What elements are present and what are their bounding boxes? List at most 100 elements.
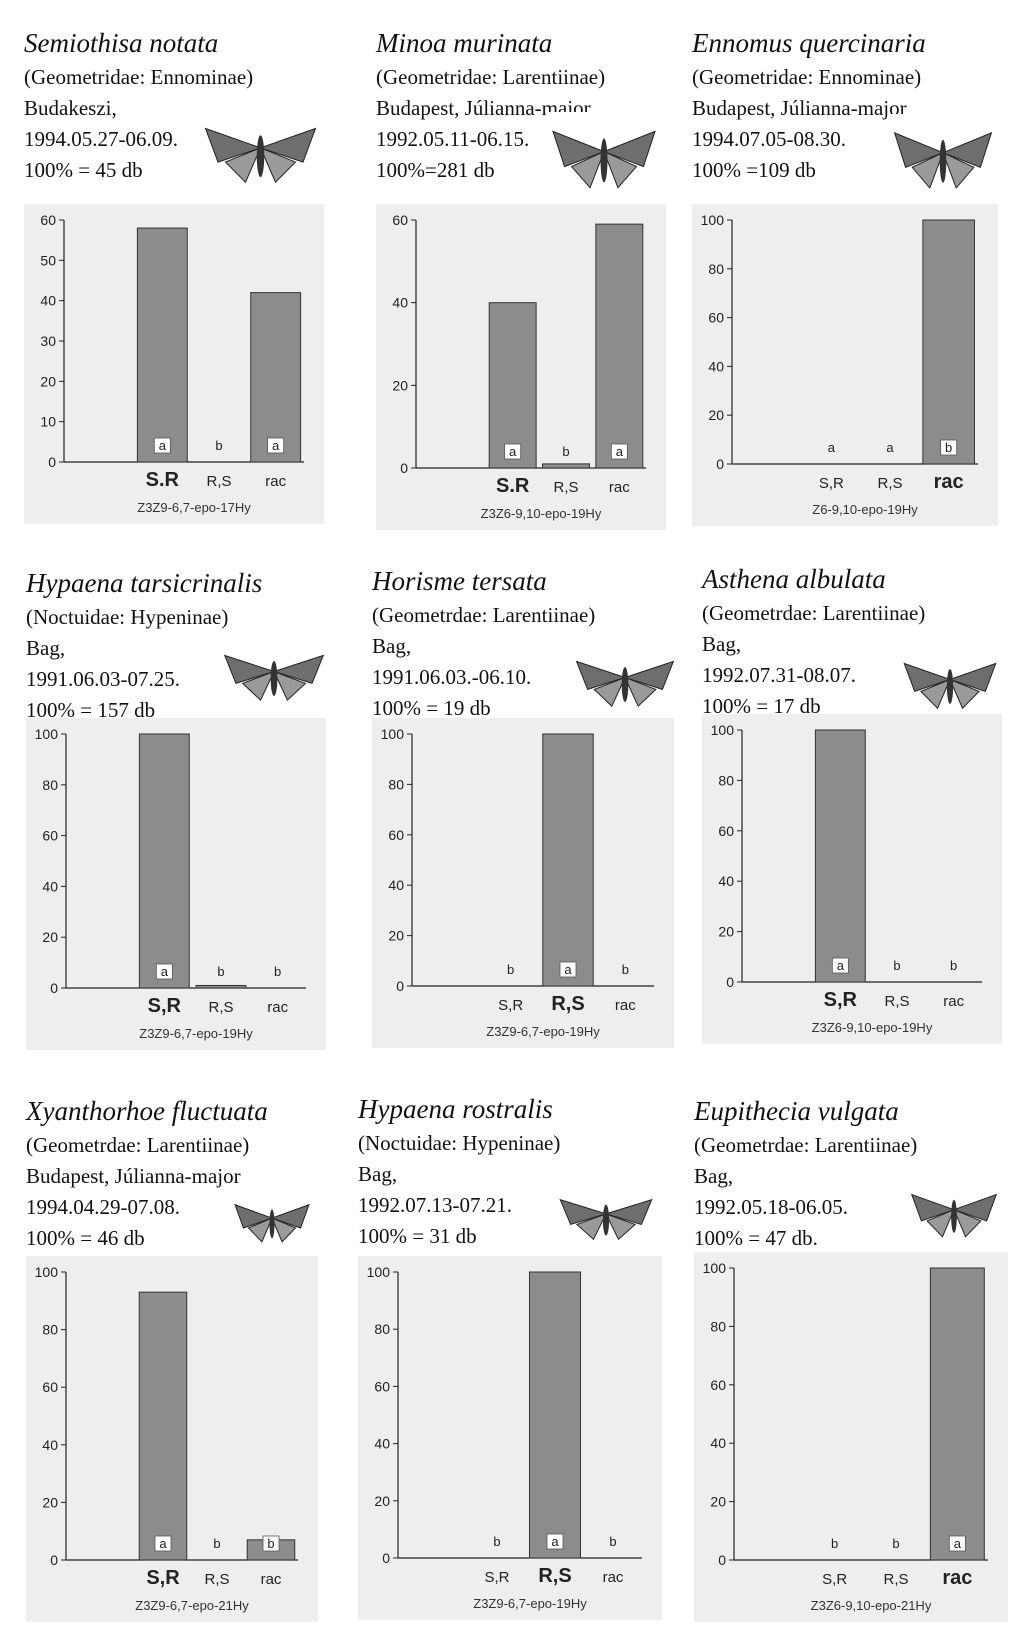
y-tick-label: 100	[701, 212, 725, 228]
y-tick-label: 0	[716, 456, 724, 472]
y-tick-label: 0	[50, 980, 58, 996]
y-tick-label: 0	[396, 978, 404, 994]
moth-wing-right	[952, 1193, 998, 1222]
significance-letter: b	[507, 962, 514, 977]
x-tick-label: rac	[267, 999, 288, 1016]
letter-box	[153, 437, 171, 454]
moth-hindwing-left	[911, 151, 944, 189]
y-tick-label: 80	[718, 772, 734, 788]
x-tick-label: R,S	[538, 1565, 571, 1587]
moth-body	[600, 138, 608, 183]
letter-box	[262, 1535, 280, 1552]
y-tick-label: 80	[42, 1322, 58, 1338]
x-tick-label: R,S	[883, 1571, 908, 1588]
chart-caption: Z3Z9-6,7-epo-19Hy	[139, 1026, 253, 1041]
moth-hindwing-left	[247, 1217, 273, 1243]
family-label: (Noctuidae: Hypeninae)	[26, 605, 229, 629]
y-tick-label: 100	[35, 1264, 59, 1280]
significance-letter: b	[950, 958, 957, 973]
moth-wing-right	[258, 127, 317, 163]
moth-hindwing-left	[224, 146, 262, 184]
moth-icon-drawing	[910, 1193, 998, 1238]
y-tick-label: 60	[374, 1378, 390, 1394]
chart-area: 0 20 40 60 80 100 b S,R a R,S b rac Z3Z9-6,7-epo-19H…	[358, 1256, 662, 1620]
significance-letter: b	[622, 962, 629, 977]
dates-label: 1991.06.03-07.25.	[26, 667, 180, 691]
letter-box	[155, 963, 173, 980]
moth-hindwing-right	[953, 1208, 982, 1238]
chart-area: 0 20 40 60 80 100 b S,R a R,S b rac Z3Z9-6,7-epo-19H…	[372, 718, 674, 1048]
moth-wing-right	[602, 130, 656, 168]
moth-wing-left	[575, 660, 627, 691]
bar-chart: 0 20 40 60 80 100 b S,R b R,S a rac Z3Z6-9,10-epo-21…	[703, 1260, 988, 1613]
y-tick-label: 40	[708, 358, 724, 374]
chart-area: 0 20 40 60 80 100 b S,R b R,S a rac Z3Z6-9,10-epo-21…	[694, 1252, 1008, 1622]
moth-icon	[906, 1180, 1002, 1246]
x-tick-label: rac	[609, 479, 630, 496]
bar-chart: 0 20 40 60 80 100 a S,R a R,S b rac Z6-9,10-epo-19Hy	[701, 212, 978, 517]
moth-wing-right	[948, 662, 997, 693]
moth-wing-left	[559, 1198, 608, 1226]
x-tick-label: rac	[615, 997, 636, 1014]
x-tick-label: S,R	[824, 989, 858, 1011]
y-tick-label: 20	[392, 377, 408, 393]
significance-letter: b	[892, 1536, 899, 1551]
moth-wing-left	[204, 127, 263, 163]
dates-label: 1994.07.05-08.30.	[692, 127, 846, 151]
panel-ennomus-quercinaria: Ennomus quercinaria (Geometridae: Ennomi…	[692, 28, 1022, 548]
dates-label: 1992.07.13-07.21.	[358, 1193, 512, 1217]
y-tick-label: 20	[42, 1494, 58, 1510]
panel-xyanthorhoe-fluctuata: Xyanthorhoe fluctuata (Geometrdae: Laren…	[26, 1096, 356, 1622]
moth-hindwing-right	[603, 150, 638, 189]
y-tick-label: 10	[40, 414, 56, 430]
bar	[138, 733, 190, 989]
moth-icon-drawing	[575, 660, 675, 708]
y-tick-label: 20	[40, 373, 56, 389]
significance-letter: a	[616, 444, 624, 459]
panel-horisme-tersata: Horisme tersata (Geometrdae: Larentiinae…	[372, 566, 702, 1086]
moth-wing-left	[552, 130, 606, 168]
dates-label: 1992.05.18-06.05.	[694, 1195, 848, 1219]
x-tick-label: S,R	[146, 1567, 180, 1589]
y-tick-label: 80	[42, 777, 58, 793]
moth-icon	[888, 114, 998, 200]
x-tick-label: R,S	[204, 1571, 229, 1588]
moth-body	[621, 667, 629, 702]
moth-hindwing-right	[271, 1217, 297, 1243]
family-label: (Geometrdae: Larentiinae)	[702, 601, 926, 625]
total-label: 100% = 47 db.	[694, 1226, 818, 1250]
x-tick-label: S.R	[146, 469, 180, 491]
x-tick-label: S.R	[496, 475, 530, 497]
y-tick-label: 60	[388, 827, 404, 843]
moth-icon-drawing	[552, 130, 656, 189]
x-tick-label: rac	[261, 1571, 282, 1588]
y-tick-label: 0	[726, 974, 734, 990]
moth-icon-drawing	[234, 1203, 310, 1243]
letter-box	[267, 437, 285, 454]
species-info: (Geometridae: Larentiinae) Budapest, Júl…	[376, 62, 605, 186]
chart-caption: Z3Z6-9,10-epo-19Hy	[481, 506, 602, 521]
bar	[138, 1291, 188, 1561]
x-tick-label: S,R	[819, 475, 844, 492]
letter-box	[154, 1535, 172, 1552]
significance-letter: a	[564, 962, 572, 977]
y-tick-label: 40	[392, 295, 408, 311]
significance-letter: b	[274, 964, 281, 979]
moth-body	[602, 1204, 610, 1236]
moth-icon-drawing	[893, 132, 993, 189]
y-tick-label: 100	[367, 1264, 391, 1280]
moth-wing-right	[623, 660, 675, 691]
bar-chart: 0 20 40 60 80 100 a S,R b R,S b rac Z3Z6-9,10-epo-19…	[711, 722, 982, 1035]
y-tick-label: 0	[48, 454, 56, 470]
moth-icon	[198, 110, 323, 194]
moth-icon-drawing	[903, 662, 997, 710]
species-info: (Noctuidae: Hypeninae) Bag, 1992.07.13-0…	[358, 1128, 560, 1252]
y-tick-label: 20	[42, 929, 58, 945]
chart-caption: Z3Z9-6,7-epo-21Hy	[135, 1598, 249, 1613]
family-label: (Geometrdae: Larentiinae)	[694, 1133, 918, 1157]
y-tick-label: 40	[718, 873, 734, 889]
moth-wing-right	[941, 132, 993, 168]
location-label: Budapest, Júlianna-major	[692, 96, 907, 120]
letter-box	[831, 957, 849, 974]
chart-caption: Z3Z9-6,7-epo-19Hy	[486, 1024, 600, 1039]
